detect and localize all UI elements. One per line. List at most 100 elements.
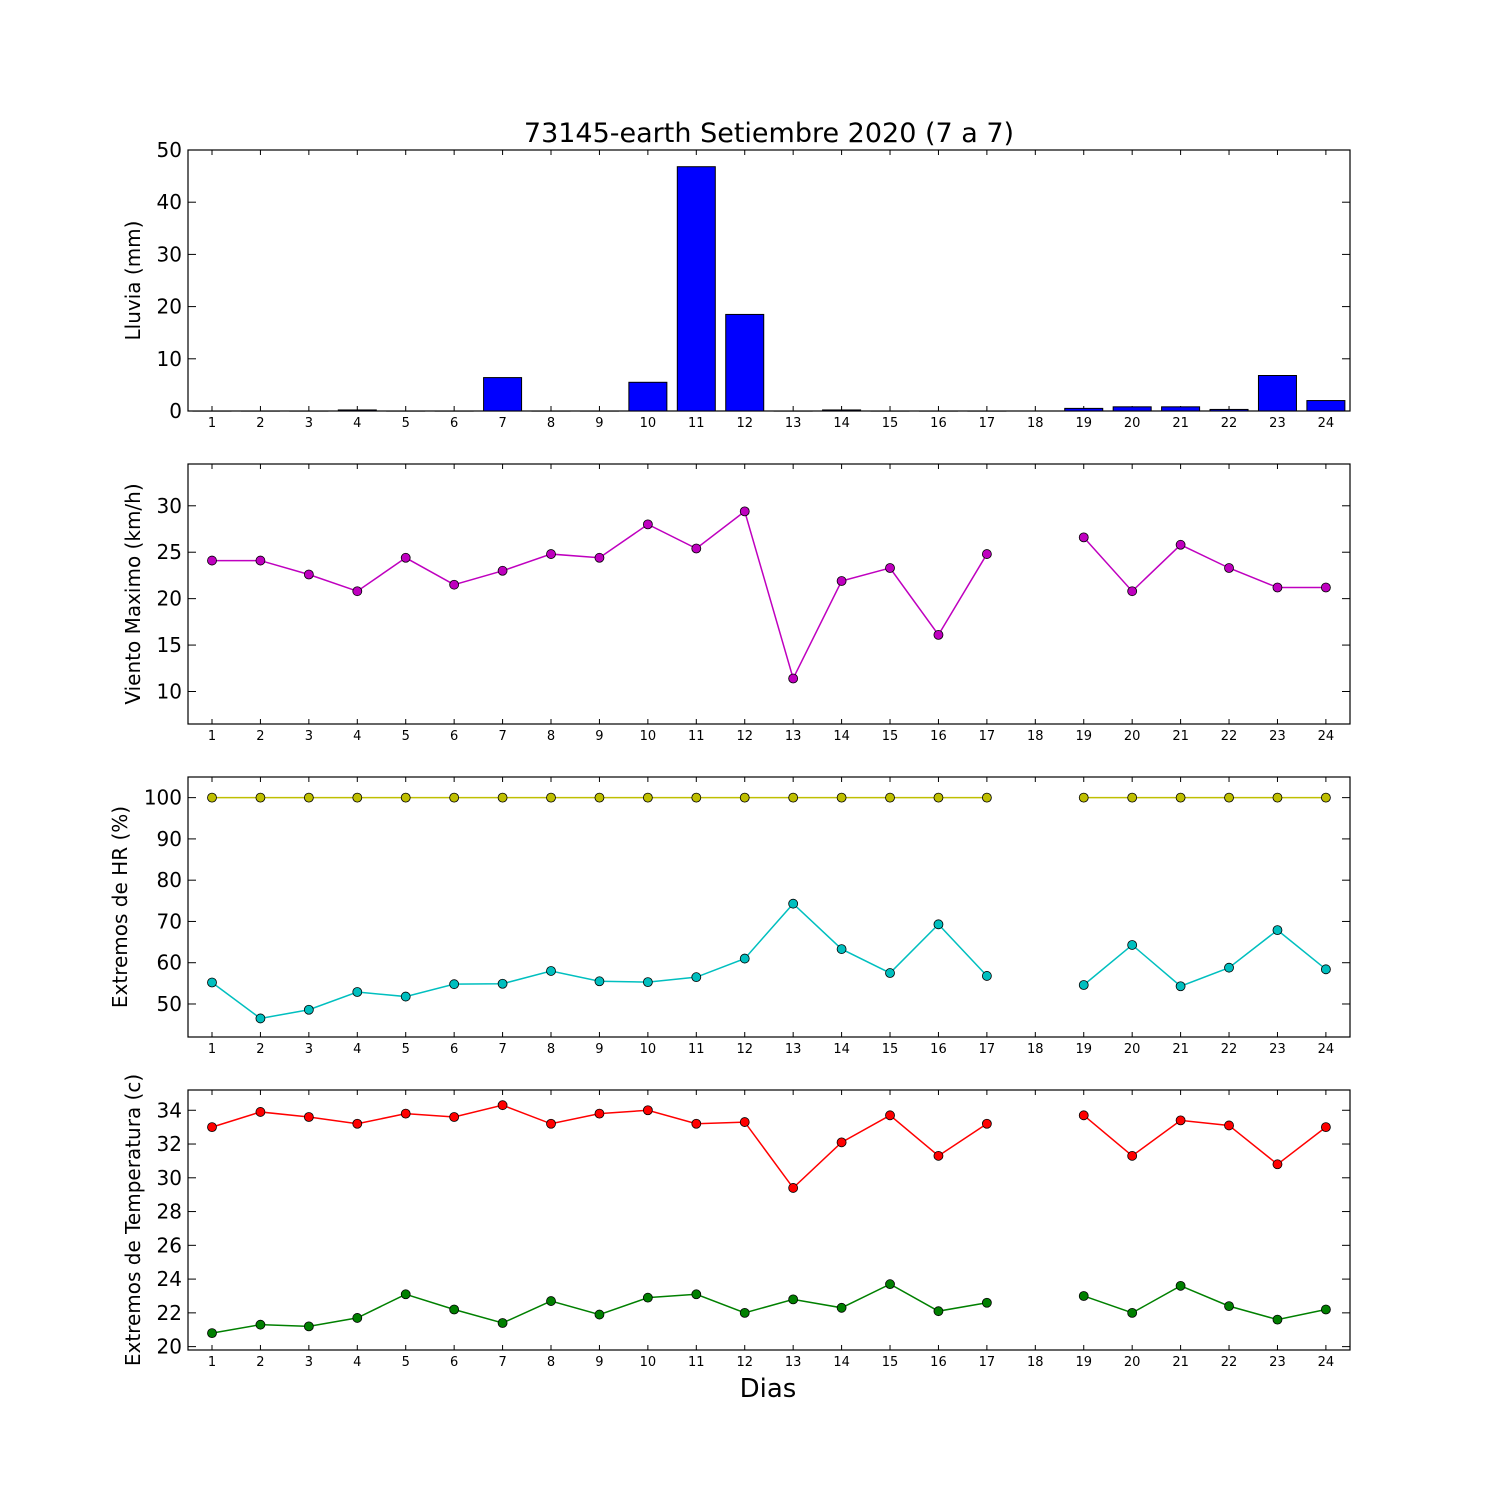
humidity-series-0-point xyxy=(885,792,895,803)
wind-series-0-point xyxy=(255,555,266,566)
wind-series-0-point xyxy=(1127,586,1138,597)
humidity-series-0-point xyxy=(1127,792,1138,803)
y-tick-label: 20 xyxy=(157,295,182,319)
x-tick-label: 13 xyxy=(785,1355,802,1370)
x-tick-label: 8 xyxy=(547,729,555,744)
wind-series-0-point xyxy=(1224,563,1234,573)
humidity-series-1-point xyxy=(352,987,363,997)
x-tick-label: 18 xyxy=(1027,729,1044,744)
x-tick-label: 10 xyxy=(640,1355,657,1370)
x-tick-label: 7 xyxy=(498,416,506,431)
x-tick-label: 4 xyxy=(353,1042,361,1057)
humidity-series-1-point xyxy=(594,976,605,987)
y-tick-label: 90 xyxy=(157,827,182,851)
humidity-series-1-point xyxy=(255,1013,266,1024)
temperature-series-0-point xyxy=(497,1100,508,1111)
humidity-series-0-point xyxy=(836,792,847,803)
temperature-series-0-point xyxy=(836,1137,847,1148)
x-tick-label: 15 xyxy=(882,1042,899,1057)
x-tick-label: 18 xyxy=(1027,1355,1044,1370)
x-tick-label: 13 xyxy=(785,1042,802,1057)
temperature-series-1-point xyxy=(981,1297,992,1308)
x-tick-label: 2 xyxy=(256,1042,264,1057)
temperature-series-0-point xyxy=(885,1110,895,1121)
temperature-series-0-point xyxy=(642,1105,653,1116)
humidity-series-1-point xyxy=(546,966,556,976)
rain-bar xyxy=(1306,400,1346,412)
x-tick-label: 17 xyxy=(979,1355,996,1370)
x-tick-label: 24 xyxy=(1318,416,1335,431)
y-tick-label: 50 xyxy=(157,992,182,1016)
humidity-series-1-line xyxy=(1083,929,1327,988)
wind-series-0-point xyxy=(594,552,605,563)
x-tick-label: 3 xyxy=(305,1042,313,1057)
humidity-series-1-point xyxy=(788,898,799,909)
humidity-series-1-point xyxy=(303,1004,314,1015)
x-tick-label: 11 xyxy=(688,729,705,744)
x-tick-label: 2 xyxy=(256,729,264,744)
humidity-series-0-point xyxy=(788,792,799,803)
x-tick-label: 4 xyxy=(353,729,361,744)
x-tick-label: 7 xyxy=(498,729,506,744)
wind-series-0-point xyxy=(981,549,992,559)
humidity-series-0-point xyxy=(1224,792,1234,803)
humidity-series-0-point xyxy=(303,792,314,803)
humidity-series-1-point xyxy=(642,977,653,988)
x-tick-label: 16 xyxy=(930,1042,947,1057)
humidity-series-1-point xyxy=(1272,925,1283,936)
x-tick-label: 1 xyxy=(208,729,216,744)
humidity-axes-frame xyxy=(187,776,1351,1038)
humidity-series-0-point xyxy=(739,792,750,803)
x-tick-label: 11 xyxy=(688,416,705,431)
wind-series-0-point xyxy=(1078,532,1089,543)
temperature-series-0-point xyxy=(207,1122,217,1133)
humidity-series-0-point xyxy=(207,792,217,803)
x-tick-label: 14 xyxy=(833,1042,850,1057)
temperature-series-0-point xyxy=(546,1118,556,1129)
x-tick-label: 4 xyxy=(353,416,361,431)
wind-series-0-point xyxy=(449,579,460,590)
x-tick-label: 11 xyxy=(688,1042,705,1057)
x-tick-label: 23 xyxy=(1269,416,1286,431)
x-tick-label: 9 xyxy=(595,1355,603,1370)
wind-series-0-point xyxy=(933,629,944,640)
x-axis-label: Dias xyxy=(740,1374,797,1404)
x-tick-label: 22 xyxy=(1221,1042,1238,1057)
humidity-series-1-point xyxy=(400,991,411,1002)
x-tick-label: 21 xyxy=(1172,416,1189,431)
x-tick-label: 9 xyxy=(595,1042,603,1057)
y-tick-label: 30 xyxy=(157,242,182,266)
x-tick-label: 23 xyxy=(1269,729,1286,744)
y-tick-label: 30 xyxy=(157,494,182,518)
temperature-series-0-point xyxy=(1320,1122,1331,1133)
humidity-y-axis-label: Extremos de HR (%) xyxy=(108,806,132,1008)
rain-bar xyxy=(1161,406,1201,412)
x-tick-label: 24 xyxy=(1318,1042,1335,1057)
temperature-series-1-point xyxy=(255,1319,266,1330)
x-tick-label: 6 xyxy=(450,416,458,431)
x-tick-label: 16 xyxy=(930,1355,947,1370)
x-tick-label: 21 xyxy=(1172,1042,1189,1057)
x-tick-label: 4 xyxy=(353,1355,361,1370)
humidity-series-0-point xyxy=(352,792,363,803)
wind-series-0-point xyxy=(1175,539,1186,550)
x-tick-label: 9 xyxy=(595,416,603,431)
rain-bar xyxy=(1112,406,1152,412)
x-tick-label: 12 xyxy=(736,729,753,744)
x-tick-label: 17 xyxy=(979,1042,996,1057)
temperature-series-1-point xyxy=(691,1289,702,1300)
humidity-series-0-point xyxy=(691,792,702,803)
x-tick-label: 19 xyxy=(1075,1355,1092,1370)
x-tick-label: 3 xyxy=(305,729,313,744)
rain-bar xyxy=(1064,407,1104,412)
x-tick-label: 9 xyxy=(595,729,603,744)
y-tick-label: 34 xyxy=(157,1098,182,1122)
x-tick-label: 19 xyxy=(1075,1042,1092,1057)
temperature-series-0-point xyxy=(352,1118,363,1129)
x-tick-label: 1 xyxy=(208,416,216,431)
temperature-series-1-point xyxy=(352,1313,363,1323)
temperature-series-1-point xyxy=(933,1306,944,1317)
x-tick-label: 8 xyxy=(547,1042,555,1057)
temperature-series-1-point xyxy=(642,1292,653,1303)
